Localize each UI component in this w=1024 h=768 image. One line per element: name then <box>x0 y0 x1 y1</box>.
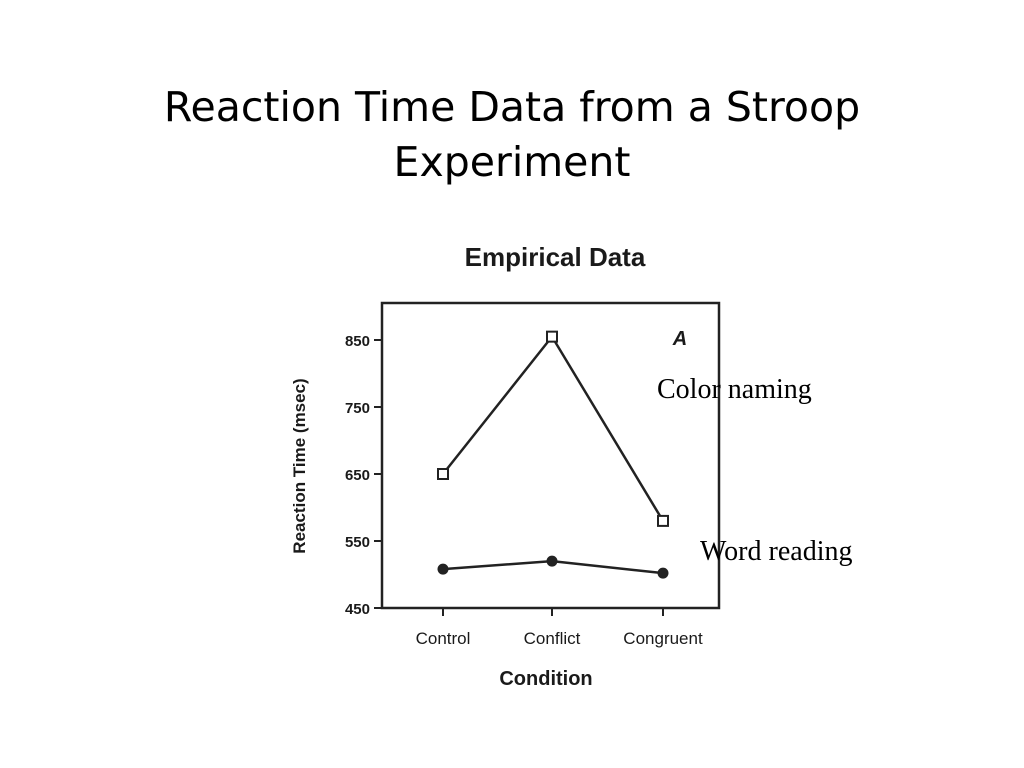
y-tick-label: 550 <box>345 534 370 551</box>
slide-title-line-1: Reaction Time Data from a Stroop <box>163 83 861 131</box>
chart-title: Empirical Data <box>465 242 646 272</box>
x-tick-label: Control <box>416 629 471 648</box>
x-axis-ticks: Control Conflict Congruent <box>416 608 703 648</box>
series-line-0 <box>442 334 665 522</box>
y-tick-label: 750 <box>345 400 370 417</box>
slide-title-line-2: Experiment <box>393 138 631 186</box>
plot-frame <box>380 301 721 610</box>
slide-title: Reaction Time Data from a Stroop Experim… <box>60 80 964 190</box>
y-tick-label: 850 <box>345 333 370 350</box>
panel-label: A <box>672 328 687 350</box>
x-axis-label: Condition <box>499 668 592 690</box>
data-point-circle <box>657 567 669 579</box>
data-point-circle <box>437 563 449 575</box>
annotation-word-reading: Word reading <box>700 536 853 567</box>
data-point-square <box>657 514 669 527</box>
series-layer <box>437 330 669 579</box>
x-tick-label: Conflict <box>524 629 581 648</box>
y-axis-ticks: 450 550 650 750 850 <box>345 333 382 618</box>
data-point-square <box>546 330 558 343</box>
y-axis-label: Reaction Time (msec) <box>290 378 309 553</box>
annotation-color-naming: Color naming <box>657 374 812 405</box>
y-tick-label: 450 <box>345 601 370 618</box>
x-tick-label: Congruent <box>623 629 703 648</box>
data-point-circle <box>546 555 558 567</box>
data-point-square <box>437 468 449 480</box>
y-tick-label: 650 <box>345 467 370 484</box>
